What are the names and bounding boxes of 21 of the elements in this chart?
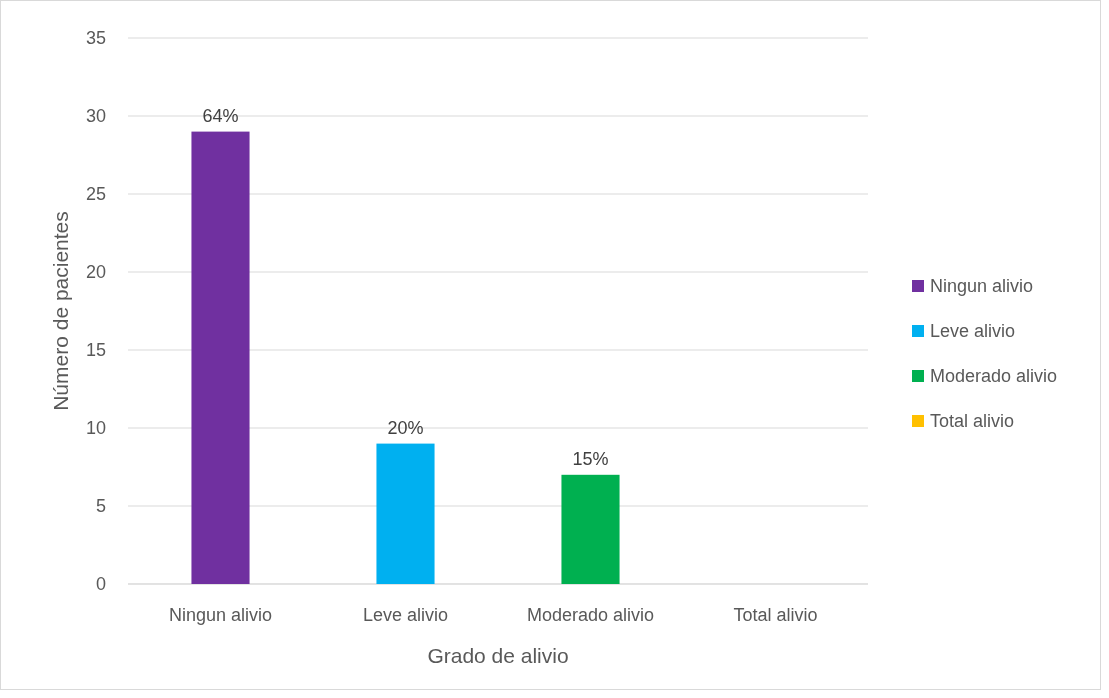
y-tick-label: 10 [85, 418, 106, 439]
legend-label: Ningun alivio [930, 276, 1034, 297]
y-tick-label: 30 [85, 106, 106, 127]
annotation: 64% [202, 105, 239, 126]
legend-label: Total alivio [930, 411, 1015, 432]
annotation: 15% [572, 448, 609, 469]
x-tick-label: Moderado alivio [526, 605, 655, 625]
y-tick-label: 0 [95, 574, 106, 595]
y-tick-label: 15 [85, 340, 106, 361]
y-tick-label: 5 [95, 496, 106, 517]
y-tick-label: 35 [85, 28, 106, 49]
y-tick-label: 25 [85, 184, 106, 205]
legend-label: Leve alivio [930, 321, 1016, 342]
annotation: 20% [387, 417, 424, 438]
x-tick-label: Ningun alivio [168, 605, 273, 625]
x-tick-label: Total alivio [733, 605, 818, 625]
y-axis-title: Número de pacientes [49, 211, 72, 411]
x-tick-label: Leve alivio [362, 605, 449, 625]
legend-label: Moderado alivio [930, 366, 1058, 387]
x-axis-title: Grado de alivio [427, 644, 569, 667]
y-tick-label: 20 [85, 262, 106, 283]
